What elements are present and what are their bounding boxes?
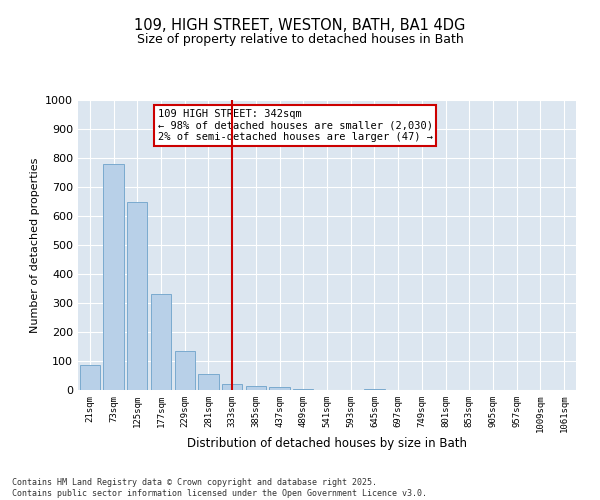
Text: Contains HM Land Registry data © Crown copyright and database right 2025.
Contai: Contains HM Land Registry data © Crown c… [12, 478, 427, 498]
Bar [175, 351, 195, 390]
Text: Size of property relative to detached houses in Bath: Size of property relative to detached ho… [137, 34, 463, 46]
Text: 109 HIGH STREET: 342sqm
← 98% of detached houses are smaller (2,030)
2% of semi-: 109 HIGH STREET: 342sqm ← 98% of detache… [158, 108, 433, 142]
Bar [293, 388, 313, 390]
Bar [364, 388, 385, 390]
Bar [80, 366, 100, 390]
Y-axis label: Number of detached properties: Number of detached properties [29, 158, 40, 332]
Text: 109, HIGH STREET, WESTON, BATH, BA1 4DG: 109, HIGH STREET, WESTON, BATH, BA1 4DG [134, 18, 466, 32]
Bar [103, 164, 124, 390]
Bar [222, 384, 242, 390]
Bar [199, 374, 218, 390]
Bar [151, 294, 171, 390]
Bar [127, 202, 148, 390]
Bar [246, 386, 266, 390]
X-axis label: Distribution of detached houses by size in Bath: Distribution of detached houses by size … [187, 436, 467, 450]
Bar [269, 387, 290, 390]
